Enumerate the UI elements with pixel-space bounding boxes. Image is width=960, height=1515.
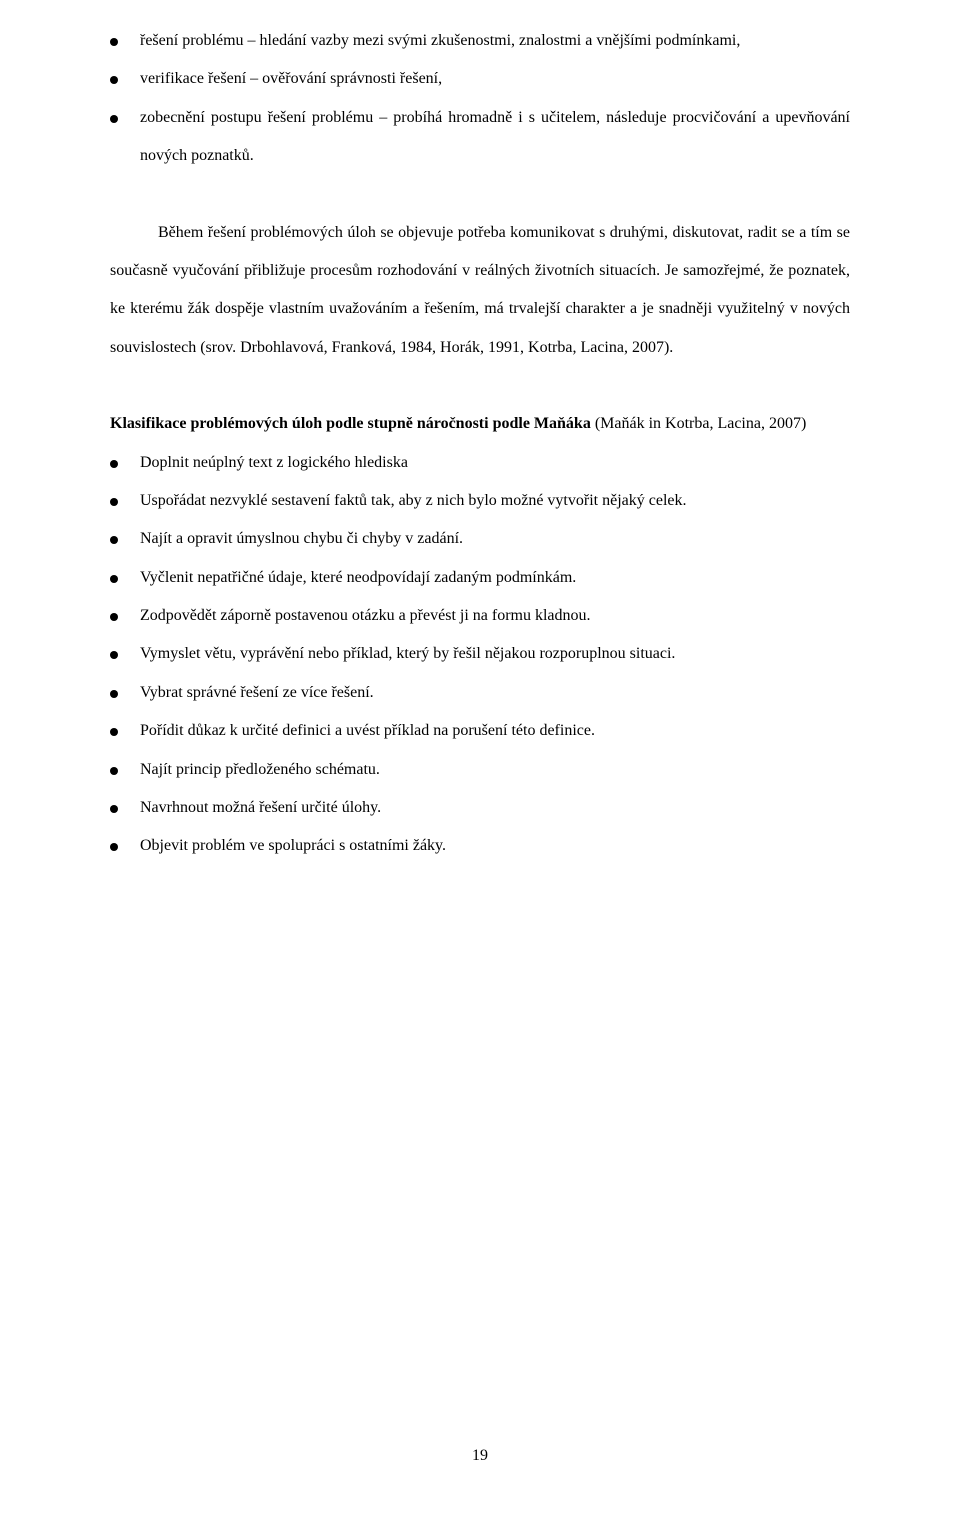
heading-rest-part: (Maňák in Kotrba, Lacina, 2007) <box>591 415 806 432</box>
list-item-text: Najít a opravit úmyslnou chybu či chyby … <box>140 520 850 558</box>
list-item: Najít princip předloženého schématu. <box>110 751 850 789</box>
list-item-text: verifikace řešení – ověřování správnosti… <box>140 60 850 98</box>
bullet-icon <box>110 76 118 84</box>
list-item: Pořídit důkaz k určité definici a uvést … <box>110 712 850 750</box>
classification-heading: Klasifikace problémových úloh podle stup… <box>110 405 850 443</box>
bullet-icon <box>110 805 118 813</box>
list-item: zobecnění postupu řešení problému – prob… <box>110 99 850 176</box>
document-content: řešení problému – hledání vazby mezi svý… <box>110 22 850 866</box>
bullet-icon <box>110 613 118 621</box>
list-item: Vymyslet větu, vyprávění nebo příklad, k… <box>110 635 850 673</box>
bullet-icon <box>110 460 118 468</box>
list-item-text: zobecnění postupu řešení problému – prob… <box>140 99 850 176</box>
list-item: Doplnit neúplný text z logického hledisk… <box>110 444 850 482</box>
main-paragraph: Během řešení problémových úloh se objevu… <box>110 214 850 368</box>
page-number: 19 <box>0 1447 960 1465</box>
second-bullet-list: Doplnit neúplný text z logického hledisk… <box>110 444 850 866</box>
top-bullet-list: řešení problému – hledání vazby mezi svý… <box>110 22 850 176</box>
bullet-icon <box>110 843 118 851</box>
bullet-icon <box>110 498 118 506</box>
bullet-icon <box>110 651 118 659</box>
bullet-icon <box>110 728 118 736</box>
list-item: řešení problému – hledání vazby mezi svý… <box>110 22 850 60</box>
list-item: verifikace řešení – ověřování správnosti… <box>110 60 850 98</box>
list-item-text: Vybrat správné řešení ze více řešení. <box>140 674 850 712</box>
bullet-icon <box>110 115 118 123</box>
list-item-text: Uspořádat nezvyklé sestavení faktů tak, … <box>140 482 850 520</box>
list-item-text: Pořídit důkaz k určité definici a uvést … <box>140 712 850 750</box>
heading-bold-part: Klasifikace problémových úloh podle stup… <box>110 415 591 432</box>
list-item: Vyčlenit nepatřičné údaje, které neodpov… <box>110 559 850 597</box>
list-item-text: Najít princip předloženého schématu. <box>140 751 850 789</box>
list-item: Najít a opravit úmyslnou chybu či chyby … <box>110 520 850 558</box>
list-item: Navrhnout možná řešení určité úlohy. <box>110 789 850 827</box>
list-item-text: řešení problému – hledání vazby mezi svý… <box>140 22 850 60</box>
list-item: Vybrat správné řešení ze více řešení. <box>110 674 850 712</box>
list-item: Objevit problém ve spolupráci s ostatním… <box>110 827 850 865</box>
list-item: Uspořádat nezvyklé sestavení faktů tak, … <box>110 482 850 520</box>
list-item-text: Navrhnout možná řešení určité úlohy. <box>140 789 850 827</box>
bullet-icon <box>110 575 118 583</box>
bullet-icon <box>110 690 118 698</box>
bullet-icon <box>110 767 118 775</box>
list-item-text: Objevit problém ve spolupráci s ostatním… <box>140 827 850 865</box>
list-item-text: Vyčlenit nepatřičné údaje, které neodpov… <box>140 559 850 597</box>
bullet-icon <box>110 536 118 544</box>
list-item-text: Zodpovědět záporně postavenou otázku a p… <box>140 597 850 635</box>
bullet-icon <box>110 38 118 46</box>
list-item-text: Vymyslet větu, vyprávění nebo příklad, k… <box>140 635 850 673</box>
list-item: Zodpovědět záporně postavenou otázku a p… <box>110 597 850 635</box>
list-item-text: Doplnit neúplný text z logického hledisk… <box>140 444 850 482</box>
